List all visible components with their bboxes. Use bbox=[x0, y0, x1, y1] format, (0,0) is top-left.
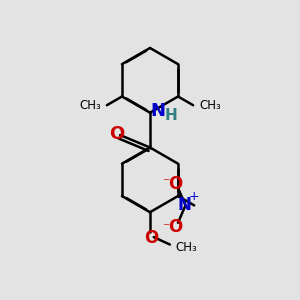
Text: H: H bbox=[165, 108, 178, 123]
Text: ⁻: ⁻ bbox=[162, 221, 169, 235]
Text: N: N bbox=[178, 196, 192, 214]
Text: ⁻: ⁻ bbox=[162, 176, 169, 190]
Text: O: O bbox=[168, 175, 183, 193]
Text: O: O bbox=[144, 229, 158, 247]
Text: O: O bbox=[168, 218, 183, 236]
Text: CH₃: CH₃ bbox=[199, 99, 221, 112]
Text: +: + bbox=[189, 190, 200, 203]
Text: N: N bbox=[150, 102, 165, 120]
Text: CH₃: CH₃ bbox=[79, 99, 101, 112]
Text: O: O bbox=[109, 125, 124, 143]
Text: CH₃: CH₃ bbox=[175, 241, 196, 254]
